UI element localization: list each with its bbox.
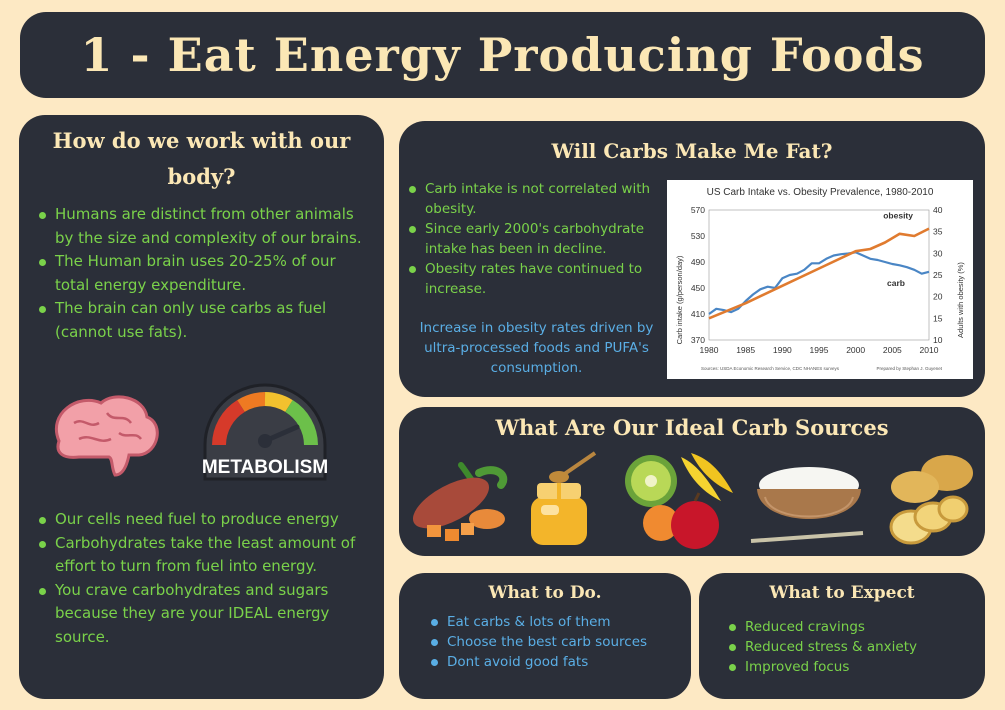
carbs-panel-title: Will Carbs Make Me Fat?: [551, 139, 833, 163]
todo-points: Eat carbs & lots of them Choose the best…: [431, 612, 647, 672]
chart-credit: Prepared by Stephan J. Guyenet: [876, 366, 942, 371]
x-tick-label: 2000: [846, 345, 865, 355]
chart-title: US Carb Intake vs. Obesity Prevalence, 1…: [707, 187, 934, 198]
list-item: Since early 2000's carbohydrate intake h…: [409, 219, 664, 259]
page-title: 1 - Eat Energy Producing Foods: [80, 28, 925, 82]
x-tick-label: 1985: [736, 345, 755, 355]
list-item: Humans are distinct from other animals b…: [39, 203, 368, 250]
carbs-panel: Will Carbs Make Me Fat? Carb intake is n…: [399, 121, 985, 397]
expect-panel-title: What to Expect: [769, 583, 915, 603]
y-tick-label: 410: [691, 309, 705, 319]
series-label-obesity: obesity: [883, 211, 913, 221]
expect-points: Reduced cravings Reduced stress & anxiet…: [729, 617, 917, 677]
y-right-tick-label: 10: [933, 335, 943, 345]
y-right-tick-label: 15: [933, 313, 943, 323]
y-tick-label: 530: [691, 231, 705, 241]
y-right-tick-label: 20: [933, 292, 943, 302]
chart-ylabel-left: Carb intake (g/person/day): [675, 255, 684, 344]
body-illustrations: METABOLISM: [19, 383, 384, 493]
y-right-tick-label: 30: [933, 248, 943, 258]
list-item: Eat carbs & lots of them: [431, 612, 647, 632]
y-tick-label: 570: [691, 205, 705, 215]
list-item: Choose the best carb sources: [431, 632, 647, 652]
y-tick-label: 450: [691, 283, 705, 293]
body-panel-title: How do we work with our body?: [52, 128, 351, 189]
body-points-top: Humans are distinct from other animals b…: [19, 203, 384, 344]
list-item: The brain can only use carbs as fuel (ca…: [39, 297, 368, 344]
list-item: Reduced cravings: [729, 617, 917, 637]
series-label-carb: carb: [887, 278, 905, 288]
chart-ylabel-right: Adults with obesity (%): [956, 262, 965, 338]
chart-frame: [708, 209, 930, 341]
y-tick-label: 370: [691, 335, 705, 345]
y-right-tick-label: 35: [933, 227, 943, 237]
list-item: Reduced stress & anxiety: [729, 637, 917, 657]
x-tick-label: 1980: [700, 345, 719, 355]
honey-jar-icon: [531, 451, 597, 545]
metabolism-gauge-icon: METABOLISM: [202, 383, 328, 481]
list-item: Improved focus: [729, 657, 917, 677]
list-item: Dont avoid good fats: [431, 652, 647, 672]
list-item: Carb intake is not correlated with obesi…: [409, 179, 664, 219]
potato-icon: [889, 455, 973, 545]
list-item: The Human brain uses 20-25% of our total…: [39, 250, 368, 297]
series-line-obesity: [708, 227, 930, 320]
sources-panel: What Are Our Ideal Carb Sources: [399, 407, 985, 556]
carbs-note: Increase in obesity rates driven by ultr…: [419, 320, 654, 376]
fruit-bowl-icon: [625, 453, 733, 549]
chart-sources: Sources: USDA Economic Research Service,…: [701, 366, 840, 371]
list-item: Obesity rates have continued to increase…: [409, 259, 664, 299]
x-tick-label: 1995: [810, 345, 829, 355]
list-item: You crave carbohydrates and sugars becau…: [39, 579, 368, 650]
list-item: Carbohydrates take the least amount of e…: [39, 532, 368, 579]
rice-bowl-icon: [750, 467, 864, 543]
header-banner: 1 - Eat Energy Producing Foods: [20, 12, 985, 98]
food-illustrations: [399, 445, 985, 553]
sweet-potato-icon: [412, 462, 508, 541]
series-line-carb: [708, 251, 930, 315]
carbs-points: Carb intake is not correlated with obesi…: [409, 179, 664, 299]
list-item: Our cells need fuel to produce energy: [39, 508, 368, 532]
carb-obesity-chart: US Carb Intake vs. Obesity Prevalence, 1…: [667, 180, 973, 379]
y-right-tick-label: 25: [933, 270, 943, 280]
x-tick-label: 2005: [883, 345, 902, 355]
x-tick-label: 2010: [920, 345, 939, 355]
metabolism-label: METABOLISM: [202, 457, 328, 478]
y-right-tick-label: 40: [933, 205, 943, 215]
sources-panel-title: What Are Our Ideal Carb Sources: [495, 415, 889, 440]
y-tick-label: 490: [691, 257, 705, 267]
todo-panel: What to Do. Eat carbs & lots of them Cho…: [399, 573, 691, 699]
brain-icon: [55, 395, 159, 477]
todo-panel-title: What to Do.: [488, 583, 602, 603]
expect-panel: What to Expect Reduced cravings Reduced …: [699, 573, 985, 699]
body-points-bottom: Our cells need fuel to produce energy Ca…: [19, 508, 384, 649]
x-tick-label: 1990: [773, 345, 792, 355]
body-panel: How do we work with our body? Humans are…: [19, 115, 384, 699]
